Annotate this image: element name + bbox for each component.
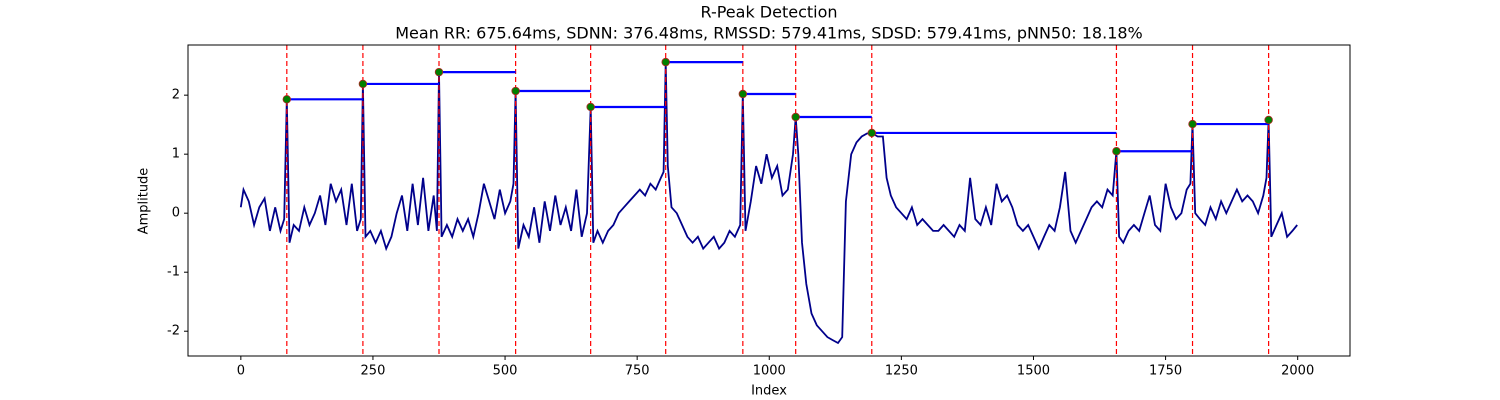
y-tick-label: -2: [167, 324, 180, 339]
r-peak: [358, 79, 368, 89]
r-peak: [867, 128, 876, 138]
r-peak: [1188, 119, 1197, 129]
r-peak: [738, 89, 748, 99]
x-tick-label: 0: [237, 364, 245, 379]
x-axis-label: Index: [751, 384, 787, 399]
r-peak: [586, 102, 595, 112]
x-tick-label: 2000: [1281, 364, 1314, 379]
chart-subtitle: Mean RR: 675.64ms, SDNN: 376.48ms, RMSSD…: [395, 24, 1143, 43]
r-peak: [661, 57, 670, 67]
x-tick-label: 500: [493, 364, 518, 379]
signal-line: [239, 62, 1298, 345]
chart-title: R-Peak Detection: [700, 3, 837, 22]
x-tick-label: 1250: [885, 364, 918, 379]
r-peak: [511, 86, 520, 96]
x-tick-label: 250: [361, 364, 386, 379]
r-peak: [791, 112, 800, 122]
r-peak: [1112, 147, 1121, 156]
y-axis-label: Amplitude: [137, 168, 152, 235]
y-tick-label: 2: [172, 88, 180, 103]
x-tick-label: 1500: [1017, 364, 1050, 379]
plot-frame: [187, 44, 1351, 357]
r-peak: [434, 67, 444, 77]
x-tick-label: 1000: [753, 364, 786, 379]
y-tick-label: 1: [172, 147, 180, 162]
y-tick-label: -1: [167, 265, 180, 280]
x-tick-label: 750: [625, 364, 650, 379]
x-tick-label: 1750: [1149, 364, 1182, 379]
r-peak: [282, 95, 292, 104]
y-tick-label: 0: [172, 206, 180, 221]
r-peak: [1264, 115, 1273, 125]
